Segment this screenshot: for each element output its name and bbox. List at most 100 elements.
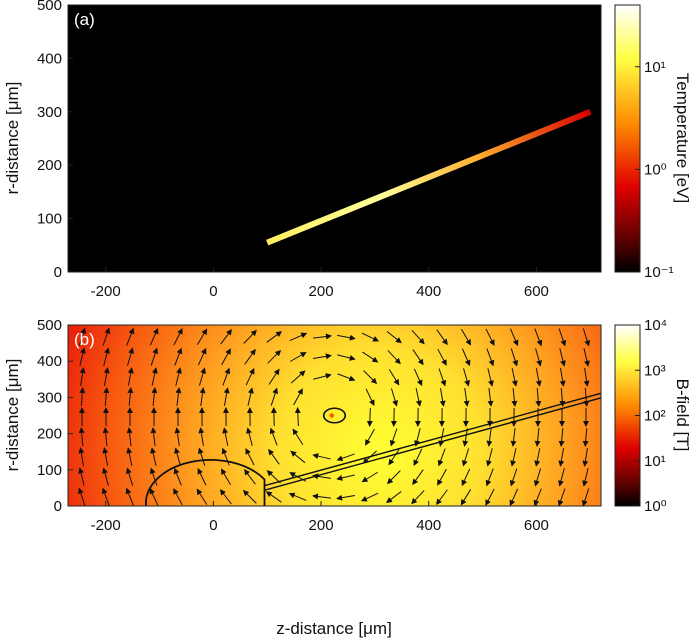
field-arrow bbox=[290, 370, 306, 384]
field-arrow bbox=[559, 348, 566, 367]
field-arrow bbox=[411, 330, 425, 345]
temperature-beam bbox=[266, 109, 592, 246]
colorbar-tick-label: 10¹ bbox=[644, 59, 666, 76]
field-arrow bbox=[558, 448, 565, 467]
panel-a-y-axis-label: r-distance [μm] bbox=[3, 82, 22, 195]
field-arrow bbox=[388, 369, 400, 386]
field-arrow bbox=[198, 427, 205, 446]
field-arrow bbox=[509, 328, 519, 347]
x-tick-label: 400 bbox=[416, 517, 441, 534]
field-arrow bbox=[101, 487, 110, 506]
field-arrow bbox=[534, 427, 541, 447]
field-arrow bbox=[265, 491, 282, 503]
field-arrow bbox=[312, 493, 331, 500]
field-arrow bbox=[387, 350, 401, 365]
field-arrow bbox=[534, 328, 543, 347]
y-tick-label: 500 bbox=[37, 317, 62, 334]
field-arrow bbox=[365, 388, 375, 406]
field-arrow bbox=[246, 427, 253, 446]
field-arrow bbox=[150, 447, 157, 466]
field-arrow bbox=[312, 453, 331, 460]
field-arrow bbox=[439, 388, 446, 407]
field-arrow bbox=[413, 368, 423, 387]
field-arrow bbox=[173, 467, 182, 486]
field-arrow bbox=[78, 327, 87, 346]
field-arrow bbox=[294, 407, 301, 427]
field-arrow bbox=[174, 447, 181, 466]
y-tick-label: 400 bbox=[37, 353, 62, 370]
field-arrow bbox=[290, 450, 306, 464]
field-arrow bbox=[461, 468, 471, 487]
y-tick-label: 300 bbox=[37, 104, 62, 121]
field-arrow bbox=[267, 349, 282, 364]
field-arrow bbox=[199, 387, 206, 406]
field-arrow bbox=[220, 468, 231, 486]
field-arrow bbox=[411, 490, 425, 505]
x-tick-label: 600 bbox=[524, 517, 549, 534]
field-arrow bbox=[336, 453, 355, 462]
y-tick-label: 200 bbox=[37, 426, 62, 443]
field-arrow bbox=[337, 373, 356, 382]
field-arrow bbox=[511, 368, 518, 387]
panel-a-label: (a) bbox=[74, 10, 95, 29]
field-arrow bbox=[79, 367, 86, 386]
field-arrow bbox=[510, 428, 517, 447]
field-arrow bbox=[363, 370, 378, 385]
field-arrow bbox=[223, 387, 230, 406]
field-arrow bbox=[127, 387, 134, 407]
field-arrow bbox=[244, 348, 256, 365]
field-arrow bbox=[558, 427, 565, 447]
field-arrow bbox=[558, 328, 567, 347]
field-arrow bbox=[535, 387, 542, 407]
field-arrow bbox=[268, 368, 280, 385]
x-tick-label: 200 bbox=[309, 283, 334, 300]
field-arrow bbox=[175, 387, 182, 406]
field-arrow bbox=[337, 354, 356, 361]
field-peak-marker bbox=[329, 413, 335, 418]
field-arrow bbox=[196, 328, 208, 345]
field-arrow bbox=[79, 387, 86, 407]
field-arrow bbox=[558, 468, 565, 487]
x-tick-label: -200 bbox=[91, 517, 121, 534]
panel-a: (a) 0 100 200 300 400 500 -200 0 200 400 600 r-di… bbox=[3, 0, 692, 300]
field-arrow bbox=[268, 448, 280, 465]
field-arrow bbox=[78, 467, 85, 486]
field-arrow bbox=[412, 469, 424, 486]
field-arrow bbox=[485, 488, 495, 506]
y-tick-label: 0 bbox=[54, 264, 62, 281]
field-arrow bbox=[361, 332, 379, 342]
field-arrow bbox=[102, 327, 111, 346]
field-arrow bbox=[581, 488, 590, 506]
field-arrow bbox=[533, 488, 542, 506]
field-arrow bbox=[149, 327, 159, 346]
field-arrow bbox=[412, 349, 424, 366]
field-arrow bbox=[102, 427, 109, 447]
y-tick-label: 500 bbox=[37, 0, 62, 14]
field-arrow bbox=[486, 348, 495, 367]
field-arrow bbox=[437, 448, 446, 467]
field-arrow bbox=[461, 448, 470, 467]
field-arrow bbox=[360, 492, 379, 502]
field-arrow bbox=[509, 468, 518, 487]
field-arrow bbox=[386, 331, 402, 344]
field-arrow bbox=[534, 448, 541, 467]
field-arrow bbox=[243, 469, 256, 485]
field-arrow bbox=[77, 487, 86, 506]
panel-b-y-axis-label: r-distance [μm] bbox=[3, 359, 22, 472]
field-arrow bbox=[337, 334, 356, 341]
field-arrow bbox=[386, 491, 402, 504]
field-arrow bbox=[388, 449, 400, 466]
field-arrow bbox=[219, 489, 232, 505]
field-arrow bbox=[292, 428, 304, 445]
field-arrow bbox=[197, 467, 207, 486]
y-tick-label: 100 bbox=[37, 211, 62, 228]
y-tick-label: 100 bbox=[37, 462, 62, 479]
panel-a-colorbar-label: Temperature [eV] bbox=[673, 73, 692, 203]
field-arrow bbox=[289, 351, 307, 362]
field-arrow bbox=[175, 367, 182, 386]
field-arrow bbox=[336, 474, 355, 481]
field-arrow bbox=[509, 488, 519, 506]
field-arrow bbox=[174, 427, 181, 446]
field-arrow bbox=[386, 470, 401, 485]
field-arrow bbox=[485, 468, 494, 487]
